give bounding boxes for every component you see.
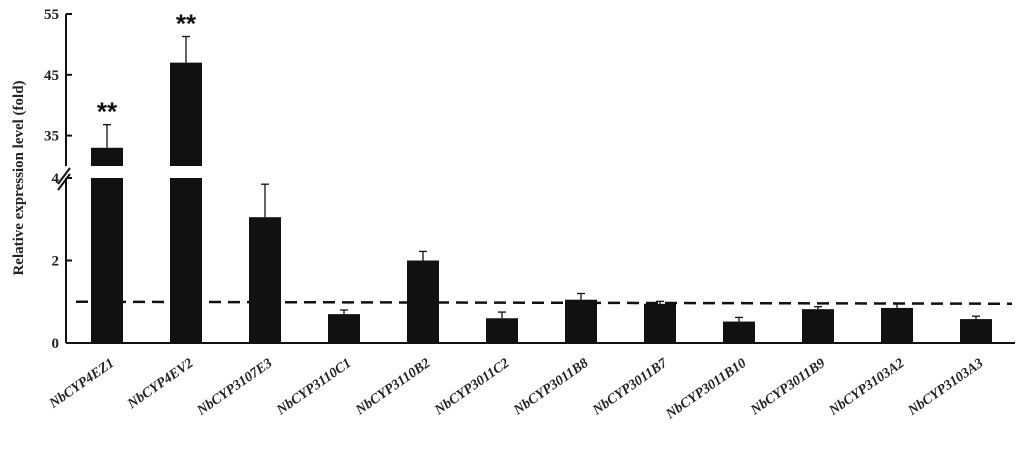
significance-mark: **: [97, 97, 118, 127]
category-label: NbCYP3110B2: [353, 356, 434, 419]
y-tick-label: 0: [52, 336, 60, 352]
bar: [960, 319, 992, 343]
bar: [170, 62, 202, 166]
category-label: NbCYP3011B9: [748, 356, 829, 419]
bar: [565, 299, 597, 343]
category-label: NbCYP4EZ1: [46, 356, 117, 412]
y-tick-label: 2: [52, 254, 60, 270]
bars: ** **: [91, 8, 992, 343]
y-tick-label: 55: [44, 7, 59, 23]
axis-break-mark: [57, 173, 71, 191]
bar: [170, 178, 202, 343]
bar: [644, 303, 676, 343]
y-tick-label: 45: [44, 68, 59, 84]
bar: [802, 309, 834, 343]
category-label: NbCYP3103A3: [905, 356, 986, 419]
category-label: NbCYP3011B7: [590, 355, 672, 418]
category-label: NbCYP3107E3: [194, 356, 275, 419]
reference-line: [75, 300, 1013, 305]
category-label: NbCYP3011C2: [432, 356, 513, 419]
category-label: NbCYP3011B10: [663, 356, 750, 423]
y-axis-label: Relative expression level (fold): [11, 80, 27, 275]
axes: 35 45 55 0 2 4: [44, 7, 1015, 352]
bar: [881, 307, 913, 343]
category-label: NbCYP3110C1: [274, 356, 355, 419]
category-label: NbCYP3011B8: [511, 356, 592, 419]
significance-mark: **: [176, 8, 197, 38]
axis-break-mark: [57, 167, 71, 185]
bar: [328, 314, 360, 343]
bar: [91, 147, 123, 166]
bar: [723, 321, 755, 343]
bar: [249, 217, 281, 343]
category-label: NbCYP4EV2: [124, 356, 196, 413]
bar: [407, 260, 439, 343]
bar: [91, 178, 123, 343]
category-label: NbCYP3103A2: [826, 356, 907, 419]
y-tick-label: 4: [52, 171, 60, 187]
bar: [486, 318, 518, 343]
y-tick-label: 35: [44, 129, 59, 145]
